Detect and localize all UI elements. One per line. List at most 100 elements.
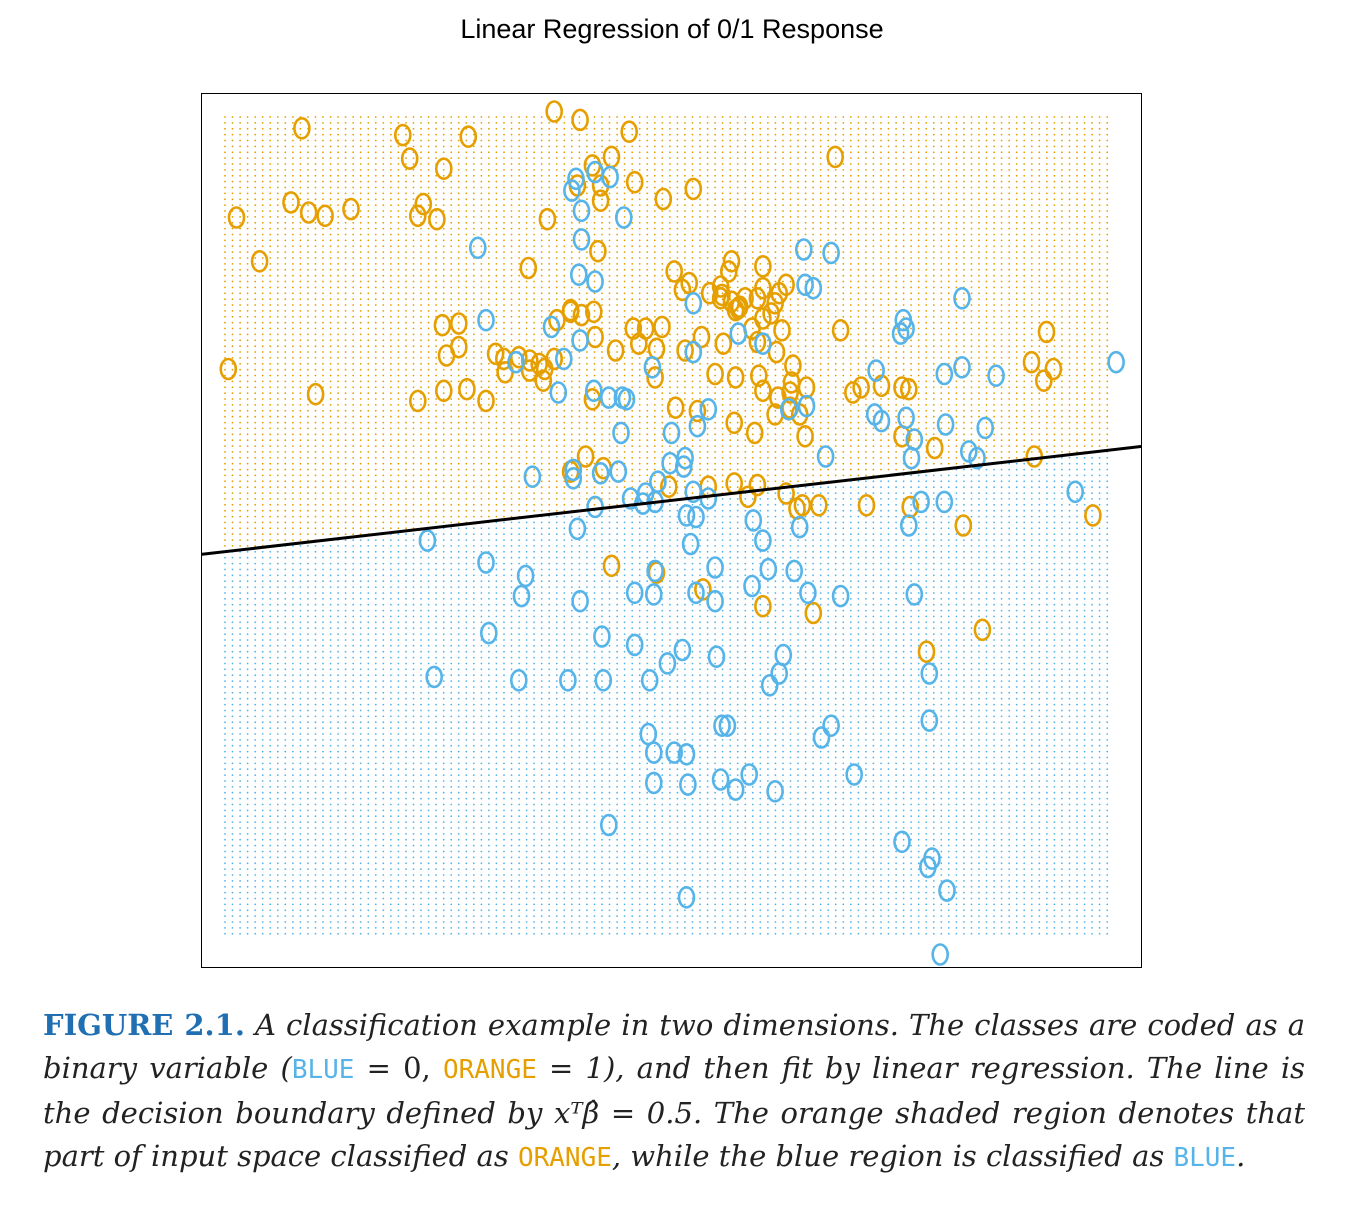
grid-dot <box>842 163 845 165</box>
grid-dot <box>307 169 309 171</box>
grid-dot <box>563 357 566 359</box>
grid-dot <box>729 239 732 242</box>
grid-dot <box>374 127 377 130</box>
grid-dot <box>895 351 897 353</box>
grid-dot <box>284 133 287 136</box>
grid-dot <box>427 292 430 295</box>
grid-dot <box>917 339 920 342</box>
grid-dot <box>638 192 641 195</box>
grid-dot <box>1068 198 1071 201</box>
grid-dot <box>563 163 566 165</box>
grid-dot <box>1053 245 1056 248</box>
grid-dot <box>631 321 634 324</box>
grid-dot <box>450 127 453 130</box>
grid-dot <box>337 333 339 336</box>
grid-dot <box>985 174 988 177</box>
grid-dot <box>842 139 845 142</box>
grid-dot <box>993 133 995 136</box>
grid-dot <box>322 116 324 118</box>
grid-dot <box>420 122 422 124</box>
grid-dot <box>276 116 279 118</box>
grid-dot <box>1015 210 1018 212</box>
grid-dot <box>789 221 792 224</box>
grid-dot <box>631 127 634 130</box>
grid-dot <box>525 157 528 159</box>
grid-dot <box>1015 116 1018 118</box>
grid-dot <box>374 116 377 118</box>
grid-dot <box>570 139 573 142</box>
grid-dot <box>669 227 671 230</box>
grid-dot <box>1053 263 1056 265</box>
grid-dot <box>985 357 988 359</box>
grid-dot <box>917 186 920 189</box>
grid-dot <box>246 239 249 242</box>
grid-dot <box>646 204 649 206</box>
grid-dot <box>684 257 686 259</box>
grid-dot <box>488 174 490 177</box>
grid-dot <box>669 251 671 254</box>
grid-dot <box>751 280 754 283</box>
grid-dot <box>638 139 641 142</box>
grid-dot <box>540 122 543 124</box>
grid-dot <box>910 192 912 195</box>
grid-dot <box>510 216 513 218</box>
grid-dot <box>314 122 317 124</box>
grid-dot <box>1106 251 1109 254</box>
grid-dot <box>616 298 618 301</box>
grid-dot <box>669 221 671 224</box>
grid-dot <box>518 192 520 195</box>
grid-dot <box>450 139 453 142</box>
grid-dot <box>525 180 528 183</box>
grid-dot <box>231 263 234 265</box>
grid-dot <box>540 133 543 136</box>
grid-dot <box>1023 204 1026 206</box>
grid-dot <box>359 268 362 271</box>
grid-dot <box>480 204 483 206</box>
grid-dot <box>849 145 852 148</box>
grid-dot <box>797 227 799 230</box>
grid-dot <box>1046 227 1048 230</box>
grid-dot <box>721 145 724 148</box>
grid-dot <box>804 315 807 318</box>
grid-dot <box>812 345 814 348</box>
grid-dot <box>1053 257 1056 259</box>
grid-dot <box>857 345 860 348</box>
grid-dot <box>518 122 520 124</box>
grid-dot <box>978 122 980 124</box>
grid-dot <box>963 280 965 283</box>
grid-dot <box>1053 233 1056 236</box>
grid-dot <box>978 310 980 312</box>
grid-dot <box>390 362 392 365</box>
grid-dot <box>691 239 694 242</box>
grid-dot <box>1076 204 1078 206</box>
grid-dot <box>329 151 332 154</box>
grid-dot <box>1030 239 1033 242</box>
grid-dot <box>895 169 897 171</box>
grid-dot <box>261 263 264 265</box>
grid-dot <box>751 321 754 324</box>
grid-dot <box>1053 345 1056 348</box>
grid-dot <box>985 274 988 277</box>
grid-dot <box>669 122 671 124</box>
grid-dot <box>744 204 747 206</box>
grid-dot <box>653 257 656 259</box>
grid-dot <box>940 204 943 206</box>
grid-dot <box>804 327 807 330</box>
grid-dot <box>359 151 362 154</box>
grid-dot <box>646 351 649 353</box>
grid-dot <box>239 263 241 265</box>
grid-dot <box>593 351 596 353</box>
grid-dot <box>849 139 852 142</box>
grid-dot <box>684 310 686 312</box>
grid-dot <box>563 133 566 136</box>
grid-dot <box>623 251 626 254</box>
grid-dot <box>842 227 845 230</box>
grid-dot <box>691 216 694 218</box>
grid-dot <box>661 239 664 242</box>
grid-dot <box>307 257 309 259</box>
grid-dot <box>1106 310 1109 312</box>
grid-dot <box>427 257 430 259</box>
grid-dot <box>902 133 905 136</box>
grid-dot <box>465 198 468 201</box>
grid-dot <box>1038 292 1041 295</box>
